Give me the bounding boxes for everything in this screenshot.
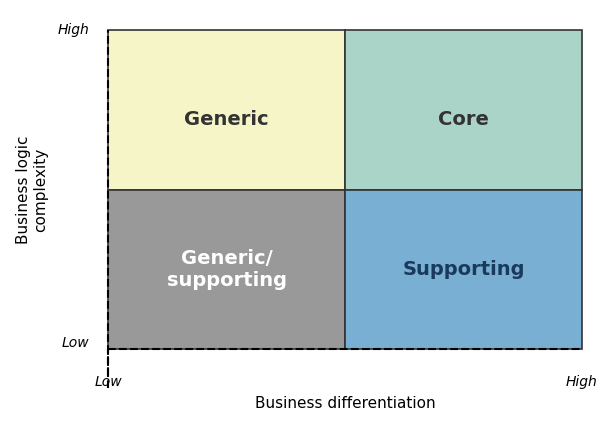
- Text: Low: Low: [94, 375, 122, 389]
- Bar: [108, 30, 345, 190]
- Text: Generic/
supporting: Generic/ supporting: [167, 249, 287, 290]
- Text: Supporting: Supporting: [402, 260, 525, 279]
- Bar: [345, 30, 582, 190]
- Text: Generic: Generic: [184, 110, 269, 129]
- Text: High: High: [57, 23, 89, 37]
- Text: Core: Core: [438, 110, 489, 129]
- Text: High: High: [566, 375, 598, 389]
- Text: Business differentiation: Business differentiation: [254, 396, 436, 411]
- Text: Business logic
complexity: Business logic complexity: [16, 135, 49, 244]
- Text: Low: Low: [61, 336, 89, 350]
- Bar: [108, 190, 345, 349]
- Bar: [345, 190, 582, 349]
